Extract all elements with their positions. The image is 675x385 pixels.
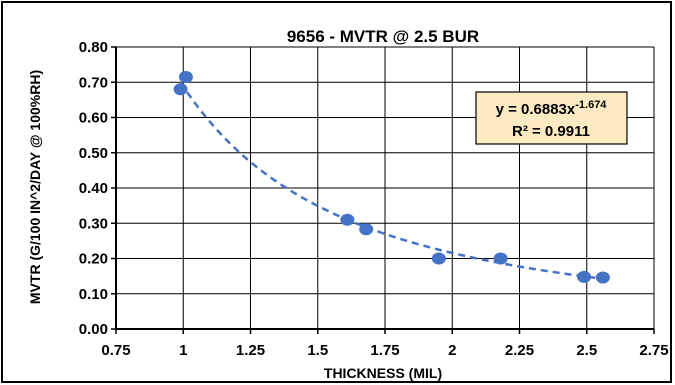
data-point xyxy=(595,271,610,284)
data-point xyxy=(359,223,374,236)
y-tick-label: 0.40 xyxy=(79,180,108,197)
r-squared-text: R² = 0.9911 xyxy=(512,123,590,140)
equation-exponent: -1.674 xyxy=(575,99,607,111)
x-tick-label: 2.75 xyxy=(639,342,668,359)
y-tick-label: 0.50 xyxy=(79,145,108,162)
y-tick-label: 0.00 xyxy=(79,321,108,338)
x-tick-label: 1.75 xyxy=(370,342,399,359)
trendline xyxy=(179,81,604,280)
data-point xyxy=(340,213,355,226)
data-point xyxy=(493,252,508,265)
tick-labels: 0.75 1 1.25 1.5 1.75 2 2.25 2.5 2.75 0.00 0.10 0.20… xyxy=(79,39,669,359)
y-tick-label: 0.80 xyxy=(79,39,108,56)
y-tick-label: 0.10 xyxy=(79,286,108,303)
x-tick-label: 1 xyxy=(179,342,187,359)
y-tick-label: 0.70 xyxy=(79,74,108,91)
equation-base: y = 0.6883x xyxy=(496,101,576,118)
x-axis-title: THICKNESS (MIL) xyxy=(324,365,442,381)
trendline-layer xyxy=(179,81,604,280)
equation-box: y = 0.6883x-1.674 R² = 0.9911 xyxy=(475,91,628,145)
x-tick-label: 2 xyxy=(448,342,456,359)
data-points xyxy=(173,70,610,284)
chart-title: 9656 - MVTR @ 2.5 BUR xyxy=(287,27,479,46)
equation-text: y = 0.6883x-1.674 xyxy=(496,99,608,118)
data-point xyxy=(577,270,592,283)
data-point xyxy=(173,83,188,96)
x-tick-label: 1.5 xyxy=(307,342,328,359)
y-axis-title: MVTR (G/100 IN^2/DAY @ 100%RH) xyxy=(27,70,43,304)
y-tick-label: 0.20 xyxy=(79,251,108,268)
axes xyxy=(111,46,655,334)
y-tick-label: 0.30 xyxy=(79,215,108,232)
x-tick-label: 0.75 xyxy=(101,342,130,359)
data-point xyxy=(431,252,446,265)
equation-box-background xyxy=(475,91,628,145)
x-tick-label: 2.5 xyxy=(576,342,597,359)
data-point xyxy=(178,70,193,83)
x-tick-label: 1.25 xyxy=(236,342,265,359)
y-tick-label: 0.60 xyxy=(79,110,108,127)
x-tick-label: 2.25 xyxy=(505,342,534,359)
